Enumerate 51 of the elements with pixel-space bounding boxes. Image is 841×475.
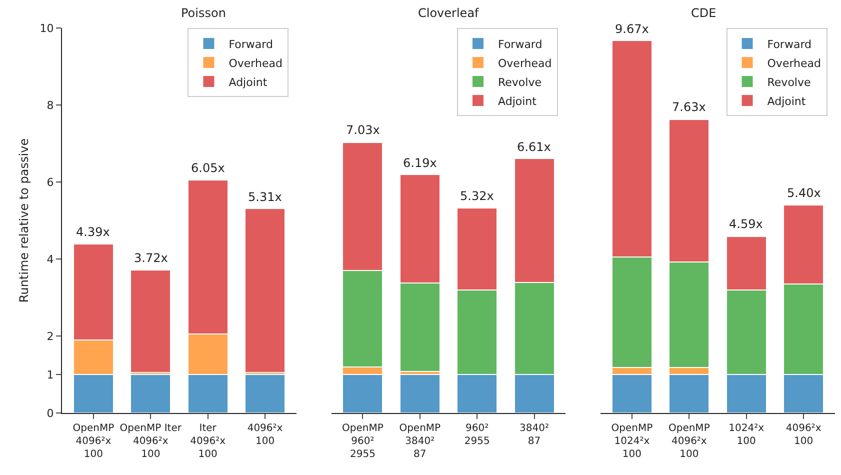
total-label: 6.19x [403,156,437,170]
legend-label: Forward [228,38,273,51]
y-tick-label: 8 [46,98,54,112]
total-label: 3.72x [134,251,168,265]
y-tick-label: 2 [46,330,54,343]
legend-label: Forward [767,38,812,51]
y-axis-title: Runtime relative to passive [17,138,31,303]
total-label: 7.03x [346,123,380,137]
total-label: 6.05x [191,161,225,175]
legend-label: Overhead [228,56,282,70]
total-label: 7.63x [672,100,706,114]
chart-title: Cloverleaf [418,6,480,20]
legend-label: Adjoint [767,94,806,108]
bar [244,374,286,413]
total-label: 4.39x [76,225,110,239]
x-tick-label: OpenMP 1024²x 100 [611,423,653,460]
y-tick-label: 10 [40,22,54,35]
total-label: 5.31x [248,190,282,204]
y-tick-label: 4 [46,252,54,266]
x-tick-label: 960² 2955 [464,423,490,447]
total-label: 5.40x [787,186,821,200]
total-label: 9.67x [615,22,649,36]
x-tick-label: Iter 4096²x 100 [190,423,226,460]
x-tick-label: 4096²x 100 [247,423,283,447]
legend-label: Forward [498,38,542,51]
total-label: 5.32x [460,189,494,203]
legend-label: Revolve [767,76,811,89]
x-tick-label: OpenMP 960² 2955 [342,423,384,460]
total-label: 6.61x [517,140,551,154]
bar [244,208,286,374]
x-tick-label: 1024²x 100 [728,423,764,447]
y-tick-label: 0 [46,406,54,420]
x-tick-label: OpenMP 4096²x 100 [668,423,710,460]
legend-label: Overhead [767,56,822,70]
x-tick-label: 3840² 87 [520,423,550,447]
bar [130,374,172,413]
y-tick-label: 6 [46,176,54,189]
x-tick-label: OpenMP Iter 4096²x 100 [120,423,182,460]
chart-title: CDE [691,6,716,20]
x-tick-label: OpenMP 4096²x 100 [72,423,114,460]
bar [130,269,172,374]
legend-label: Overhead [498,56,552,70]
x-tick-label: OpenMP 3840² 87 [399,423,441,460]
bar [399,374,440,413]
chart-title: Poisson [181,6,226,20]
y-tick-label: 1 [46,368,54,382]
x-tick-label: 4096²x 100 [786,423,822,447]
legend-label: Revolve [498,76,542,89]
legend-label: Adjoint [228,76,268,89]
legend-label: Adjoint [498,94,538,108]
total-label: 4.59x [729,217,763,231]
